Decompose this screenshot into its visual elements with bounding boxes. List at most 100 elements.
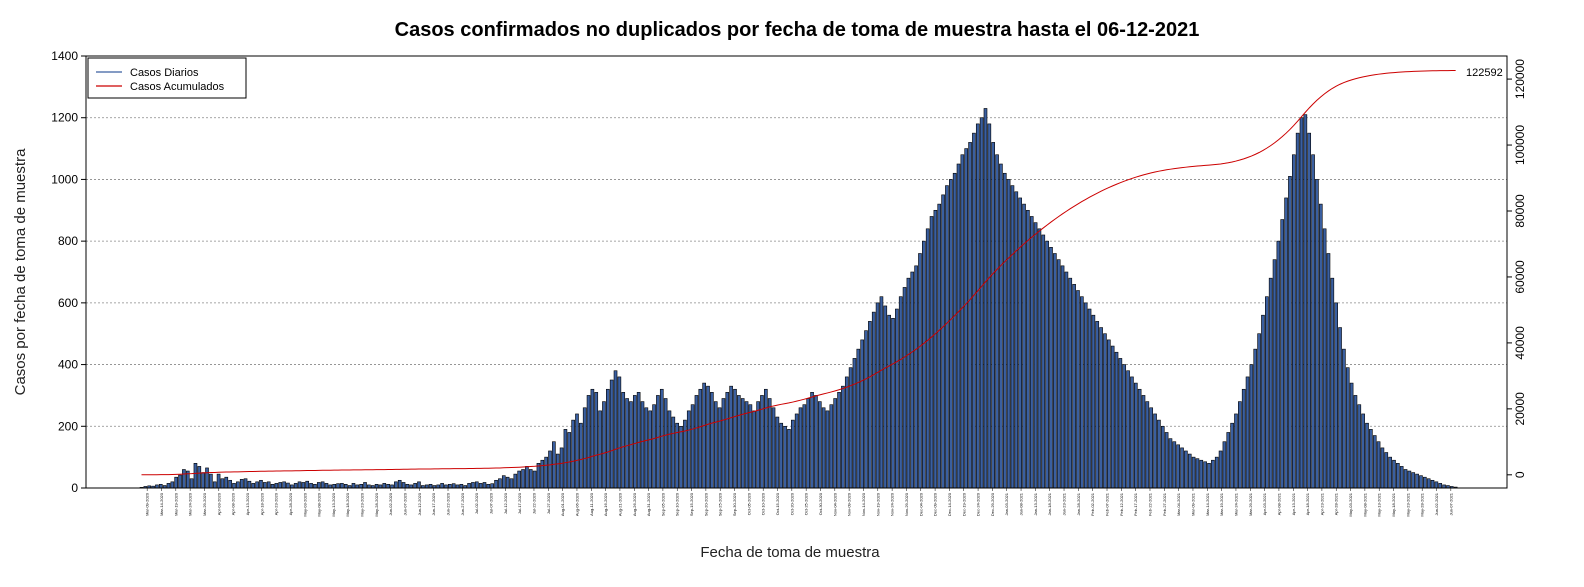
x-tick-label: Oct-25-2020	[804, 492, 809, 515]
daily-bar	[1049, 247, 1053, 489]
x-tick-label: Aug-11-2020	[589, 492, 594, 516]
daily-bar	[794, 413, 799, 489]
daily-bar	[451, 483, 456, 489]
daily-bar	[1133, 382, 1138, 489]
x-tick-label: Jul-17-2020	[517, 492, 522, 514]
daily-bar	[613, 370, 618, 489]
daily-bar	[771, 407, 776, 489]
x-tick-label: Apr-28-2021	[1334, 492, 1339, 515]
daily-bar	[898, 296, 903, 489]
daily-bar	[166, 483, 171, 489]
daily-bar	[247, 480, 252, 489]
x-tick-label: May-18-2021	[1391, 492, 1396, 516]
x-tick-label: Apr-13-2020	[245, 492, 250, 515]
daily-bar	[1276, 240, 1281, 489]
daily-bar	[579, 422, 583, 489]
daily-bar	[925, 228, 930, 489]
daily-bar	[243, 478, 248, 489]
daily-bar	[490, 483, 495, 489]
daily-bar	[1384, 452, 1389, 489]
x-tick-label: Sep-20-2020	[703, 492, 708, 516]
daily-bar	[528, 469, 533, 489]
daily-bar	[274, 483, 279, 489]
daily-bar	[513, 473, 518, 489]
daily-bar	[286, 482, 290, 489]
daily-bar	[270, 483, 275, 489]
daily-bar	[1145, 401, 1150, 489]
daily-bar	[748, 404, 753, 489]
daily-bar	[821, 407, 826, 489]
daily-bar	[833, 398, 837, 489]
x-tick-label: Apr-23-2020	[274, 492, 279, 515]
daily-bar	[875, 302, 880, 489]
daily-bar	[1438, 483, 1443, 489]
daily-bar	[710, 392, 714, 489]
daily-bar	[1249, 364, 1254, 489]
daily-bar	[648, 410, 653, 489]
x-tick-label: Jan-08-2021	[1019, 492, 1024, 515]
daily-bar	[509, 478, 514, 489]
x-tick-label: Jun-27-2020	[460, 492, 465, 515]
x-axis: Mar-09-2020 Mar-14-2020 Mar-19-2020 Mar-24-…	[145, 488, 1453, 517]
daily-bar	[1423, 476, 1427, 489]
x-tick-label: Feb-02-2021	[1090, 492, 1095, 516]
daily-bar	[1118, 358, 1123, 489]
daily-bar	[1002, 172, 1007, 489]
daily-bar	[517, 470, 521, 489]
x-tick-label: May-23-2020	[360, 492, 365, 516]
daily-bar	[374, 483, 379, 489]
x-tick-label: May-28-2020	[374, 492, 379, 516]
daily-bar	[536, 463, 541, 489]
daily-bar	[756, 401, 760, 489]
daily-bar	[737, 395, 741, 489]
x-tick-label: Sep-05-2020	[660, 492, 665, 516]
daily-bar	[1376, 441, 1381, 489]
legend-label-cumulative: Casos Acumulados	[130, 81, 225, 93]
daily-bar	[1326, 253, 1331, 489]
daily-bar	[474, 481, 479, 489]
x-tick-label: Jan-18-2021	[1047, 492, 1052, 515]
x-tick-label: Oct-15-2020	[775, 492, 780, 515]
x-tick-label: Oct-05-2020	[746, 492, 751, 515]
x-tick-label: May-03-2020	[302, 492, 307, 516]
daily-bar	[394, 481, 398, 489]
daily-bar	[1372, 435, 1377, 489]
daily-bar	[189, 478, 194, 489]
daily-bar	[617, 376, 622, 489]
daily-bar	[567, 432, 572, 489]
daily-bar	[382, 483, 387, 489]
daily-bar	[1064, 271, 1069, 489]
daily-bar	[1014, 191, 1019, 489]
daily-bar	[1342, 348, 1346, 489]
daily-bar	[571, 419, 575, 489]
daily-bar	[814, 395, 818, 489]
daily-bar	[883, 305, 888, 489]
daily-bar	[1091, 314, 1096, 489]
daily-bar	[324, 483, 329, 489]
daily-bar	[1349, 382, 1354, 489]
daily-bar	[293, 483, 298, 489]
y-tick-label: 1400	[51, 49, 78, 63]
daily-bar	[1076, 290, 1080, 489]
daily-bar	[1080, 296, 1084, 489]
daily-bar	[829, 404, 834, 489]
daily-bar	[717, 407, 722, 489]
daily-bar	[956, 163, 961, 489]
daily-bar	[945, 185, 949, 489]
y-tick-label: 200	[58, 419, 78, 433]
daily-bar	[1322, 228, 1327, 489]
daily-bar	[910, 271, 915, 489]
daily-bar	[856, 348, 861, 489]
daily-bar	[914, 265, 918, 489]
daily-bar	[640, 401, 645, 489]
x-tick-label: Aug-01-2020	[560, 492, 565, 516]
daily-bar	[182, 469, 186, 489]
x-tick-label: Oct-30-2020	[818, 492, 823, 515]
daily-bar	[1060, 265, 1065, 489]
daily-bar	[933, 209, 938, 489]
legend-box	[87, 57, 247, 99]
daily-bar	[1396, 463, 1400, 489]
daily-bar	[918, 253, 922, 489]
daily-bar	[1295, 132, 1300, 489]
daily-bar	[501, 475, 506, 489]
